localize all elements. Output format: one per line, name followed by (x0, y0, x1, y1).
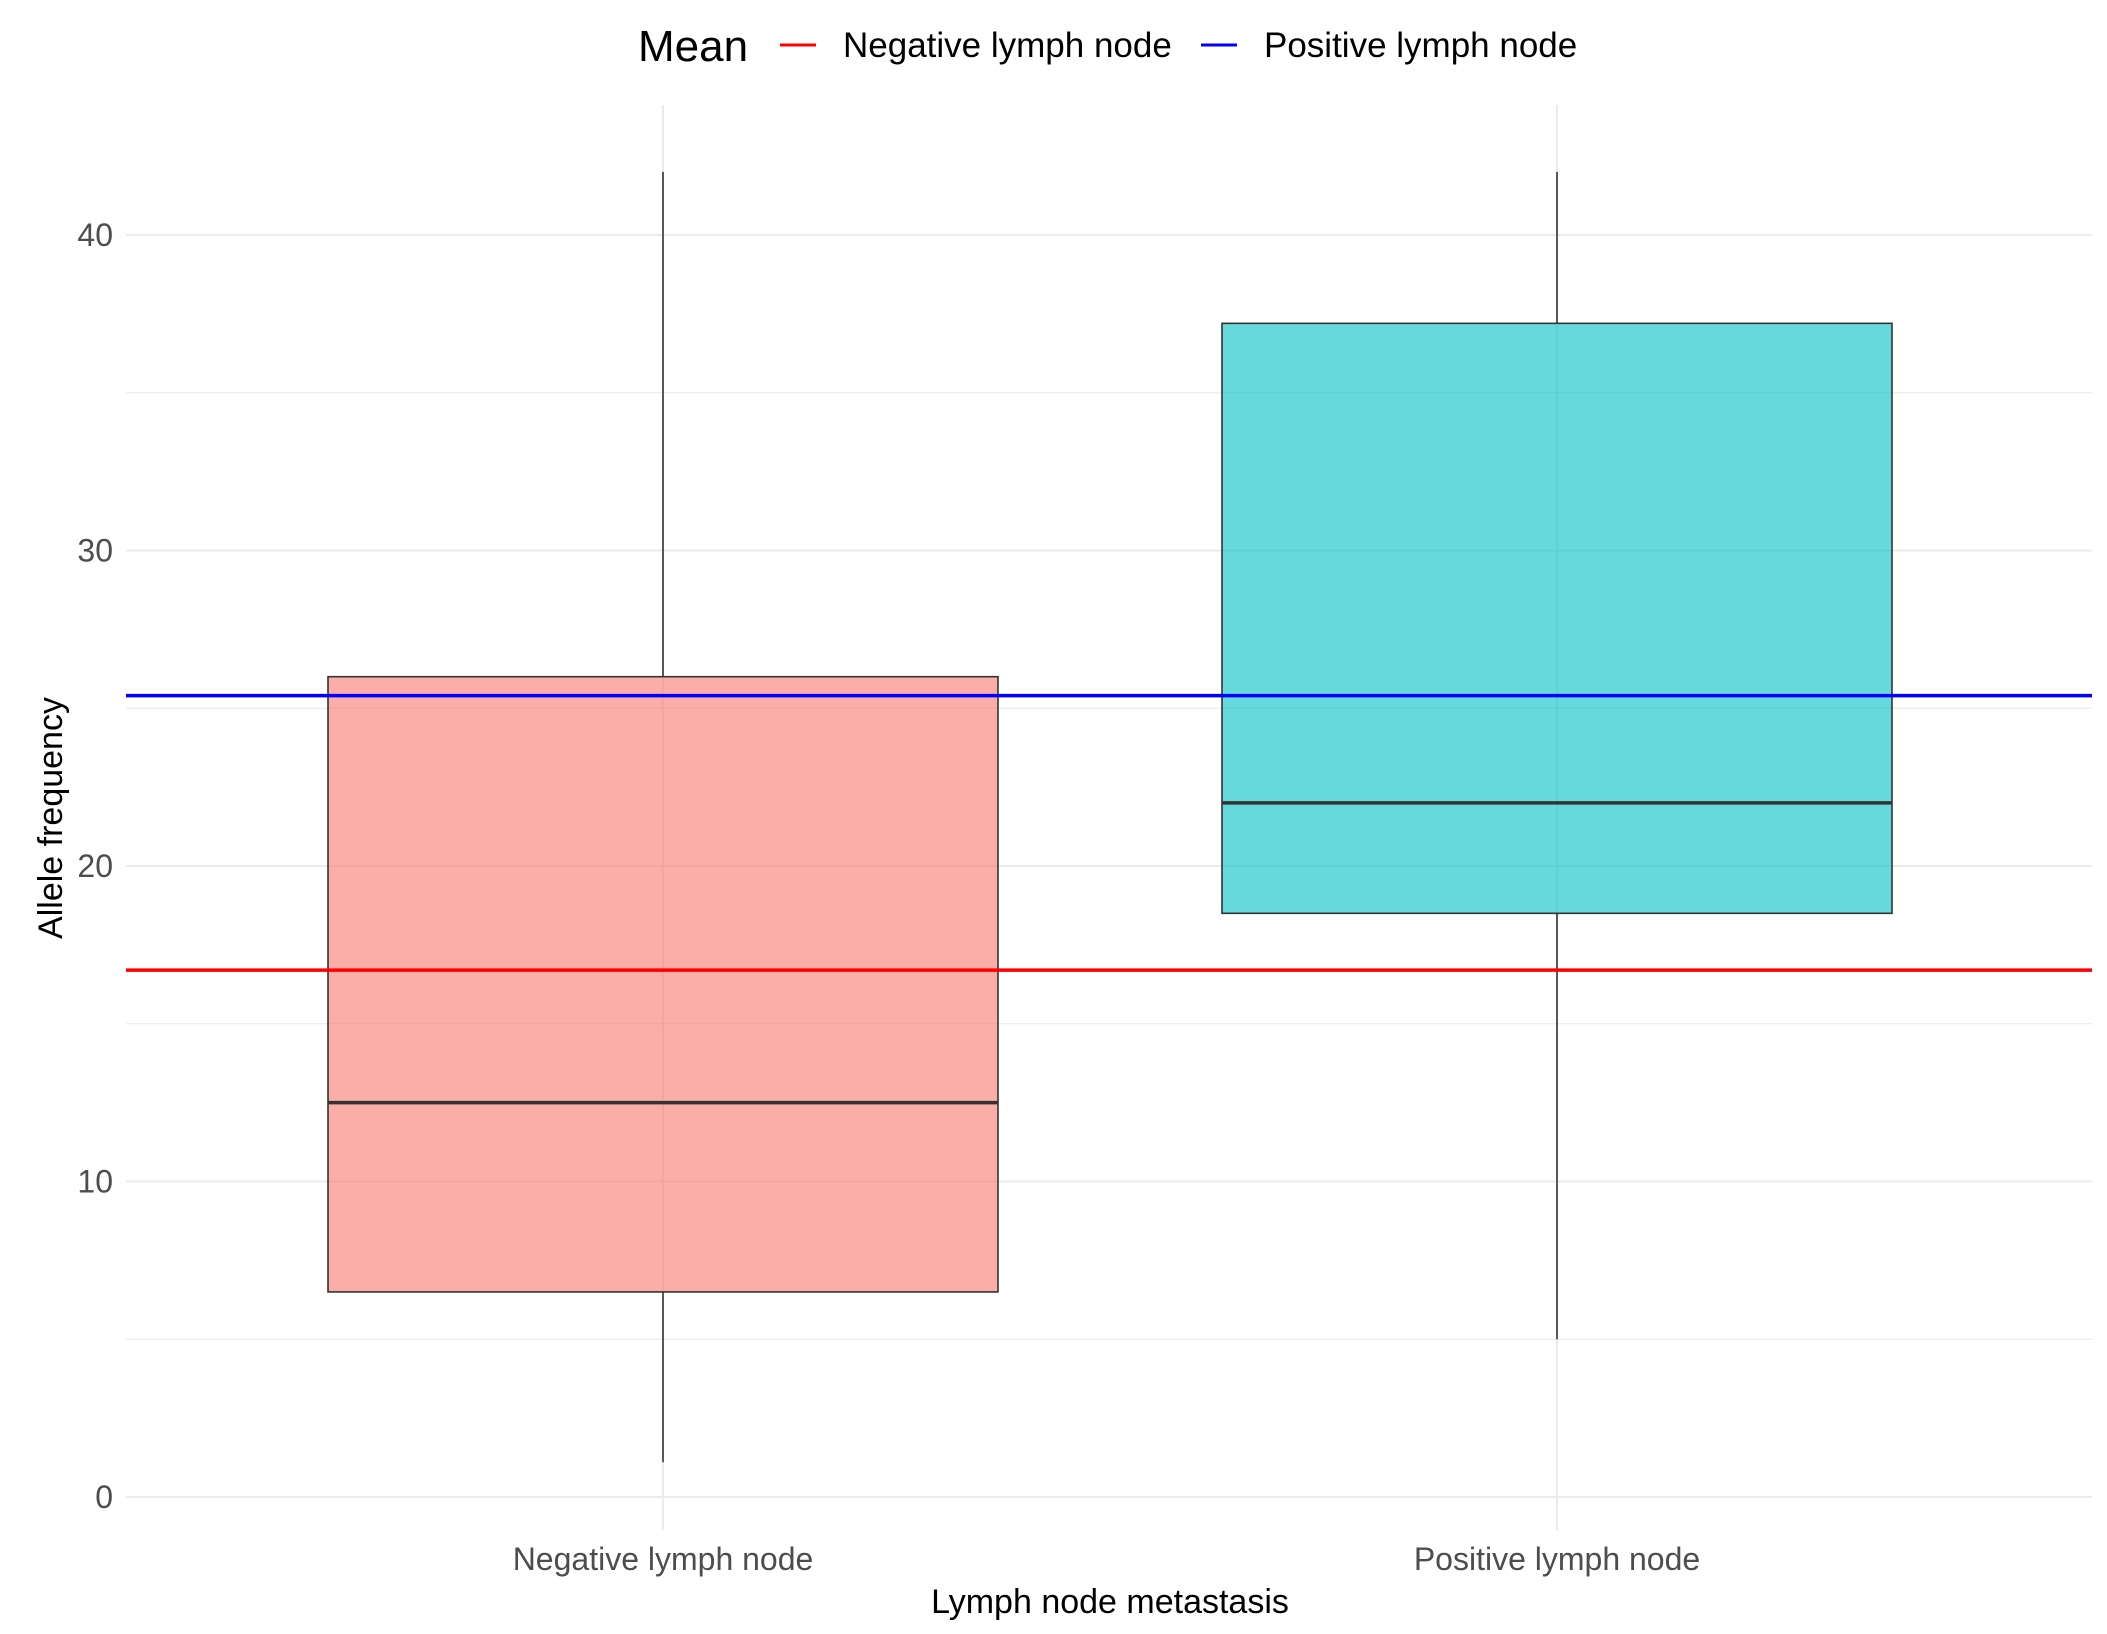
legend-title: Mean (638, 22, 748, 71)
y-tick-label: 10 (77, 1164, 113, 1200)
box-negative (327, 171, 999, 1463)
y-tick-label: 0 (95, 1479, 113, 1515)
y-tick-label: 30 (77, 533, 113, 569)
legend-label-negative: Negative lymph node (843, 26, 1172, 65)
y-tick-labels: 0 10 20 30 40 (77, 217, 113, 1515)
x-tick-label: Negative lymph node (513, 1541, 814, 1577)
x-tick-label: Positive lymph node (1414, 1541, 1700, 1577)
x-axis-title: Lymph node metastasis (931, 1583, 1289, 1621)
y-tick-label: 40 (77, 217, 113, 253)
x-tick-labels: Negative lymph node Positive lymph node (513, 1541, 1701, 1577)
box-iqr (1221, 322, 1893, 915)
boxes (327, 171, 1893, 1463)
box-iqr (327, 675, 999, 1293)
legend-label-positive: Positive lymph node (1264, 26, 1577, 65)
legend: Mean Negative lymph node Positive lymph … (638, 22, 1577, 71)
box-positive (1221, 171, 1893, 1340)
mean-lines (126, 693, 2092, 972)
y-tick-label: 20 (77, 848, 113, 884)
y-axis-title: Allele frequency (32, 697, 70, 939)
